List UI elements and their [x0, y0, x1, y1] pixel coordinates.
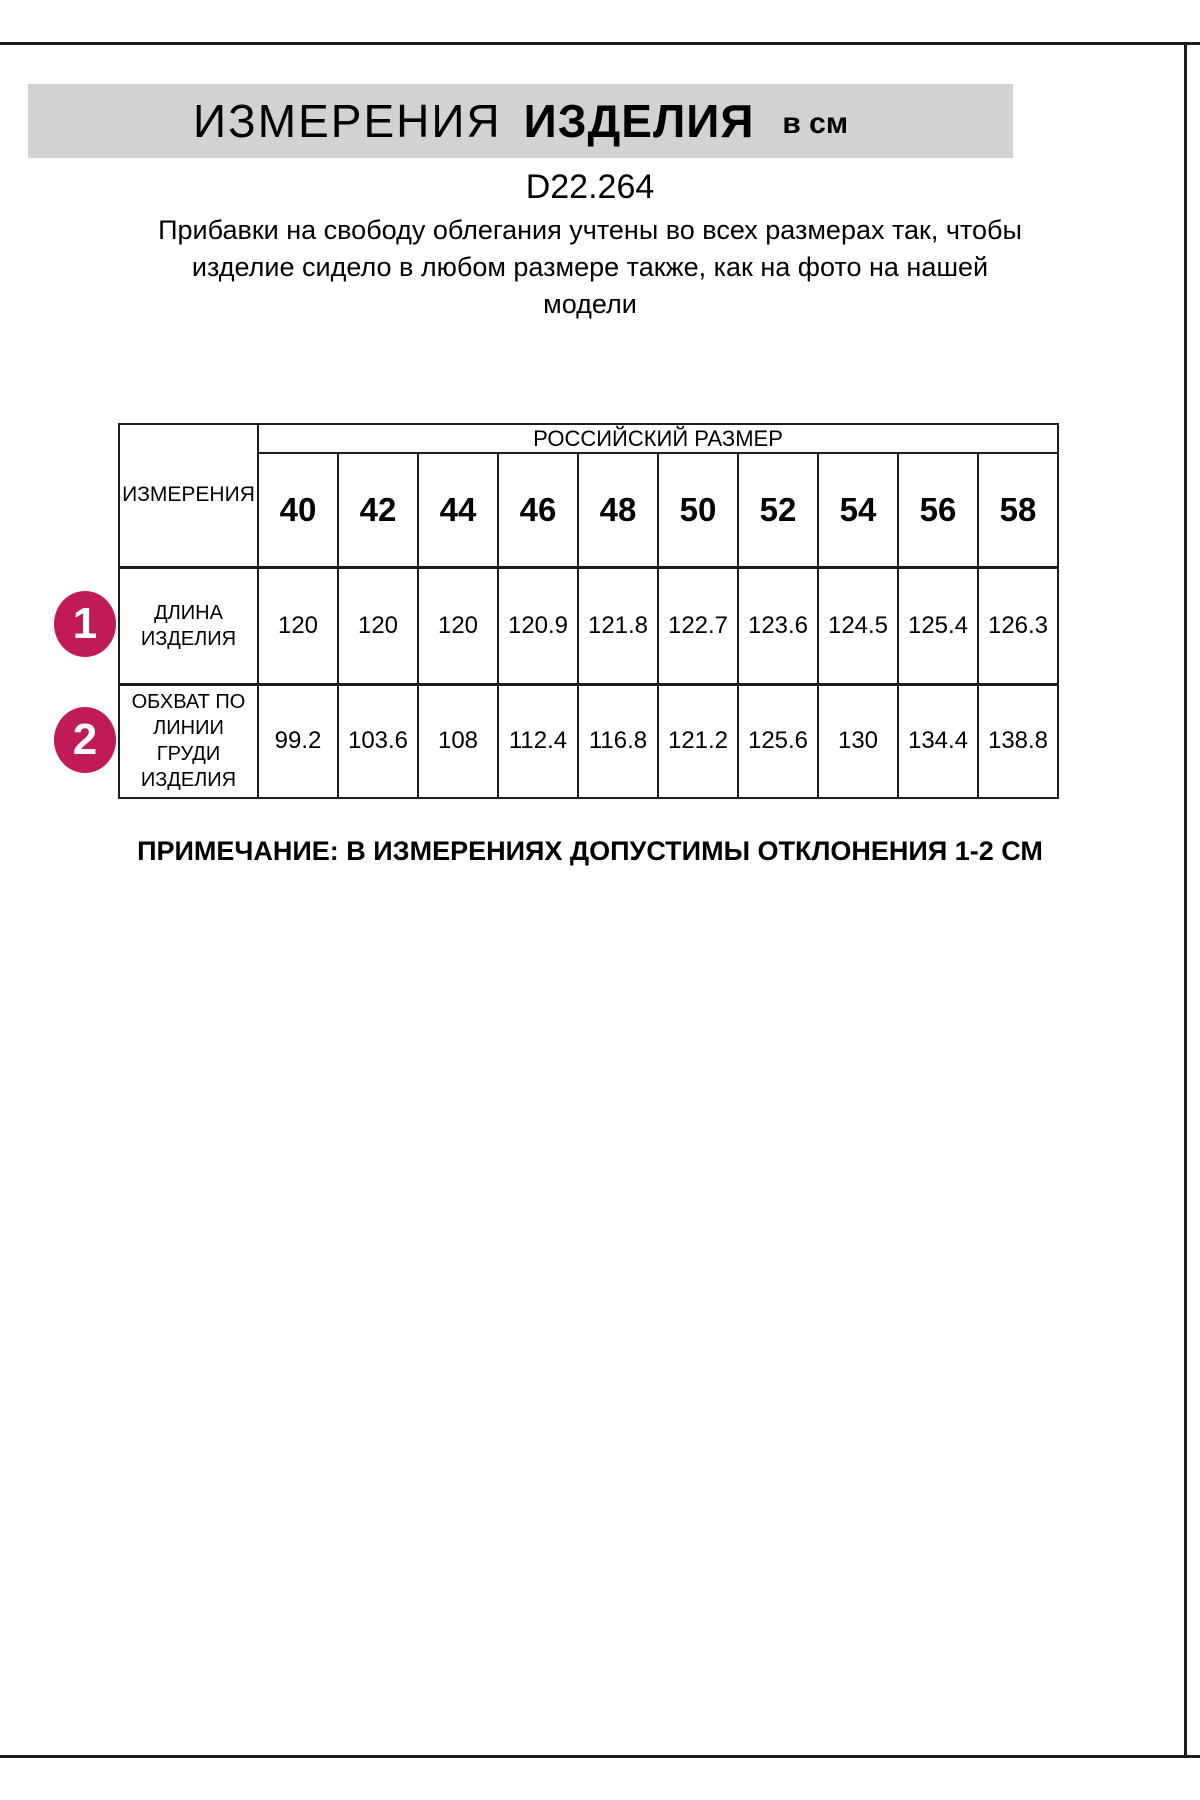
size-cell-40: 40 [257, 452, 339, 568]
corner-header-cell: ИЗМЕРЕНИЯ [118, 423, 259, 568]
size-cell-50: 50 [657, 452, 739, 568]
measurement-badge-2: 2 [54, 707, 116, 773]
table-group-header-row: ИЗМЕРЕНИЯ РОССИЙСКИЙ РАЗМЕР [118, 423, 1060, 568]
size-cell-54: 54 [817, 452, 899, 568]
size-cell-42: 42 [337, 452, 419, 568]
row-label-chest: ОБХВАТ ПО ЛИНИИ ГРУДИ ИЗДЕЛИЯ [118, 682, 259, 799]
length-value: 120 [337, 565, 419, 685]
title-bar: ИЗМЕРЕНИЯ ИЗДЕЛИЯ в см [28, 84, 1013, 158]
size-cell-44: 44 [417, 452, 499, 568]
chest-value: 108 [417, 682, 499, 799]
chest-value: 138.8 [976, 682, 1060, 799]
length-value: 120 [257, 565, 339, 685]
title-measurements: ИЗМЕРЕНИЯ [192, 95, 502, 147]
table-row-length: ДЛИНА ИЗДЕЛИЯ 120 120 120 120.9 121.8 12… [118, 565, 1060, 685]
size-cell-58: 58 [976, 452, 1060, 568]
chest-value: 112.4 [497, 682, 579, 799]
badge-1-number: 1 [72, 599, 98, 648]
length-value: 121.8 [577, 565, 659, 685]
chest-value: 99.2 [257, 682, 339, 799]
chest-value: 130 [817, 682, 899, 799]
length-value: 122.7 [657, 565, 739, 685]
page-border-top [0, 42, 1200, 45]
chest-value: 125.6 [737, 682, 819, 799]
page-border-bottom [0, 1755, 1200, 1758]
russian-size-header-cell: РОССИЙСКИЙ РАЗМЕР [256, 423, 1060, 454]
length-value: 123.6 [737, 565, 819, 685]
length-value: 120.9 [497, 565, 579, 685]
length-value: 124.5 [817, 565, 899, 685]
tolerance-note: ПРИМЕЧАНИЕ: В ИЗМЕРЕНИЯХ ДОПУСТИМЫ ОТКЛО… [137, 836, 1043, 866]
length-value: 126.3 [976, 565, 1060, 685]
title-units: в см [782, 107, 849, 140]
model-code: D22.264 [525, 168, 655, 206]
row-label-length: ДЛИНА ИЗДЕЛИЯ [118, 565, 259, 685]
title-product: ИЗДЕЛИЯ [523, 95, 755, 147]
measurement-badge-1: 1 [54, 591, 116, 657]
size-cell-56: 56 [897, 452, 979, 568]
size-table: ИЗМЕРЕНИЯ РОССИЙСКИЙ РАЗМЕР 40 42 44 46 … [118, 423, 1060, 799]
page-border-right [1184, 42, 1187, 1758]
table-sizes-row: 40 42 44 46 48 50 52 54 56 58 [119, 452, 1060, 568]
chest-value: 134.4 [897, 682, 979, 799]
size-cell-46: 46 [497, 452, 579, 568]
table-row-chest: ОБХВАТ ПО ЛИНИИ ГРУДИ ИЗДЕЛИЯ 99.2 103.6… [118, 682, 1060, 799]
chest-value: 116.8 [577, 682, 659, 799]
size-cell-52: 52 [737, 452, 819, 568]
length-value: 125.4 [897, 565, 979, 685]
chest-value: 103.6 [337, 682, 419, 799]
chest-value: 121.2 [657, 682, 739, 799]
length-value: 120 [417, 565, 499, 685]
badge-2-number: 2 [72, 715, 98, 764]
fit-description: Прибавки на свободу облегания учтены во … [158, 215, 1022, 319]
size-cell-48: 48 [577, 452, 659, 568]
